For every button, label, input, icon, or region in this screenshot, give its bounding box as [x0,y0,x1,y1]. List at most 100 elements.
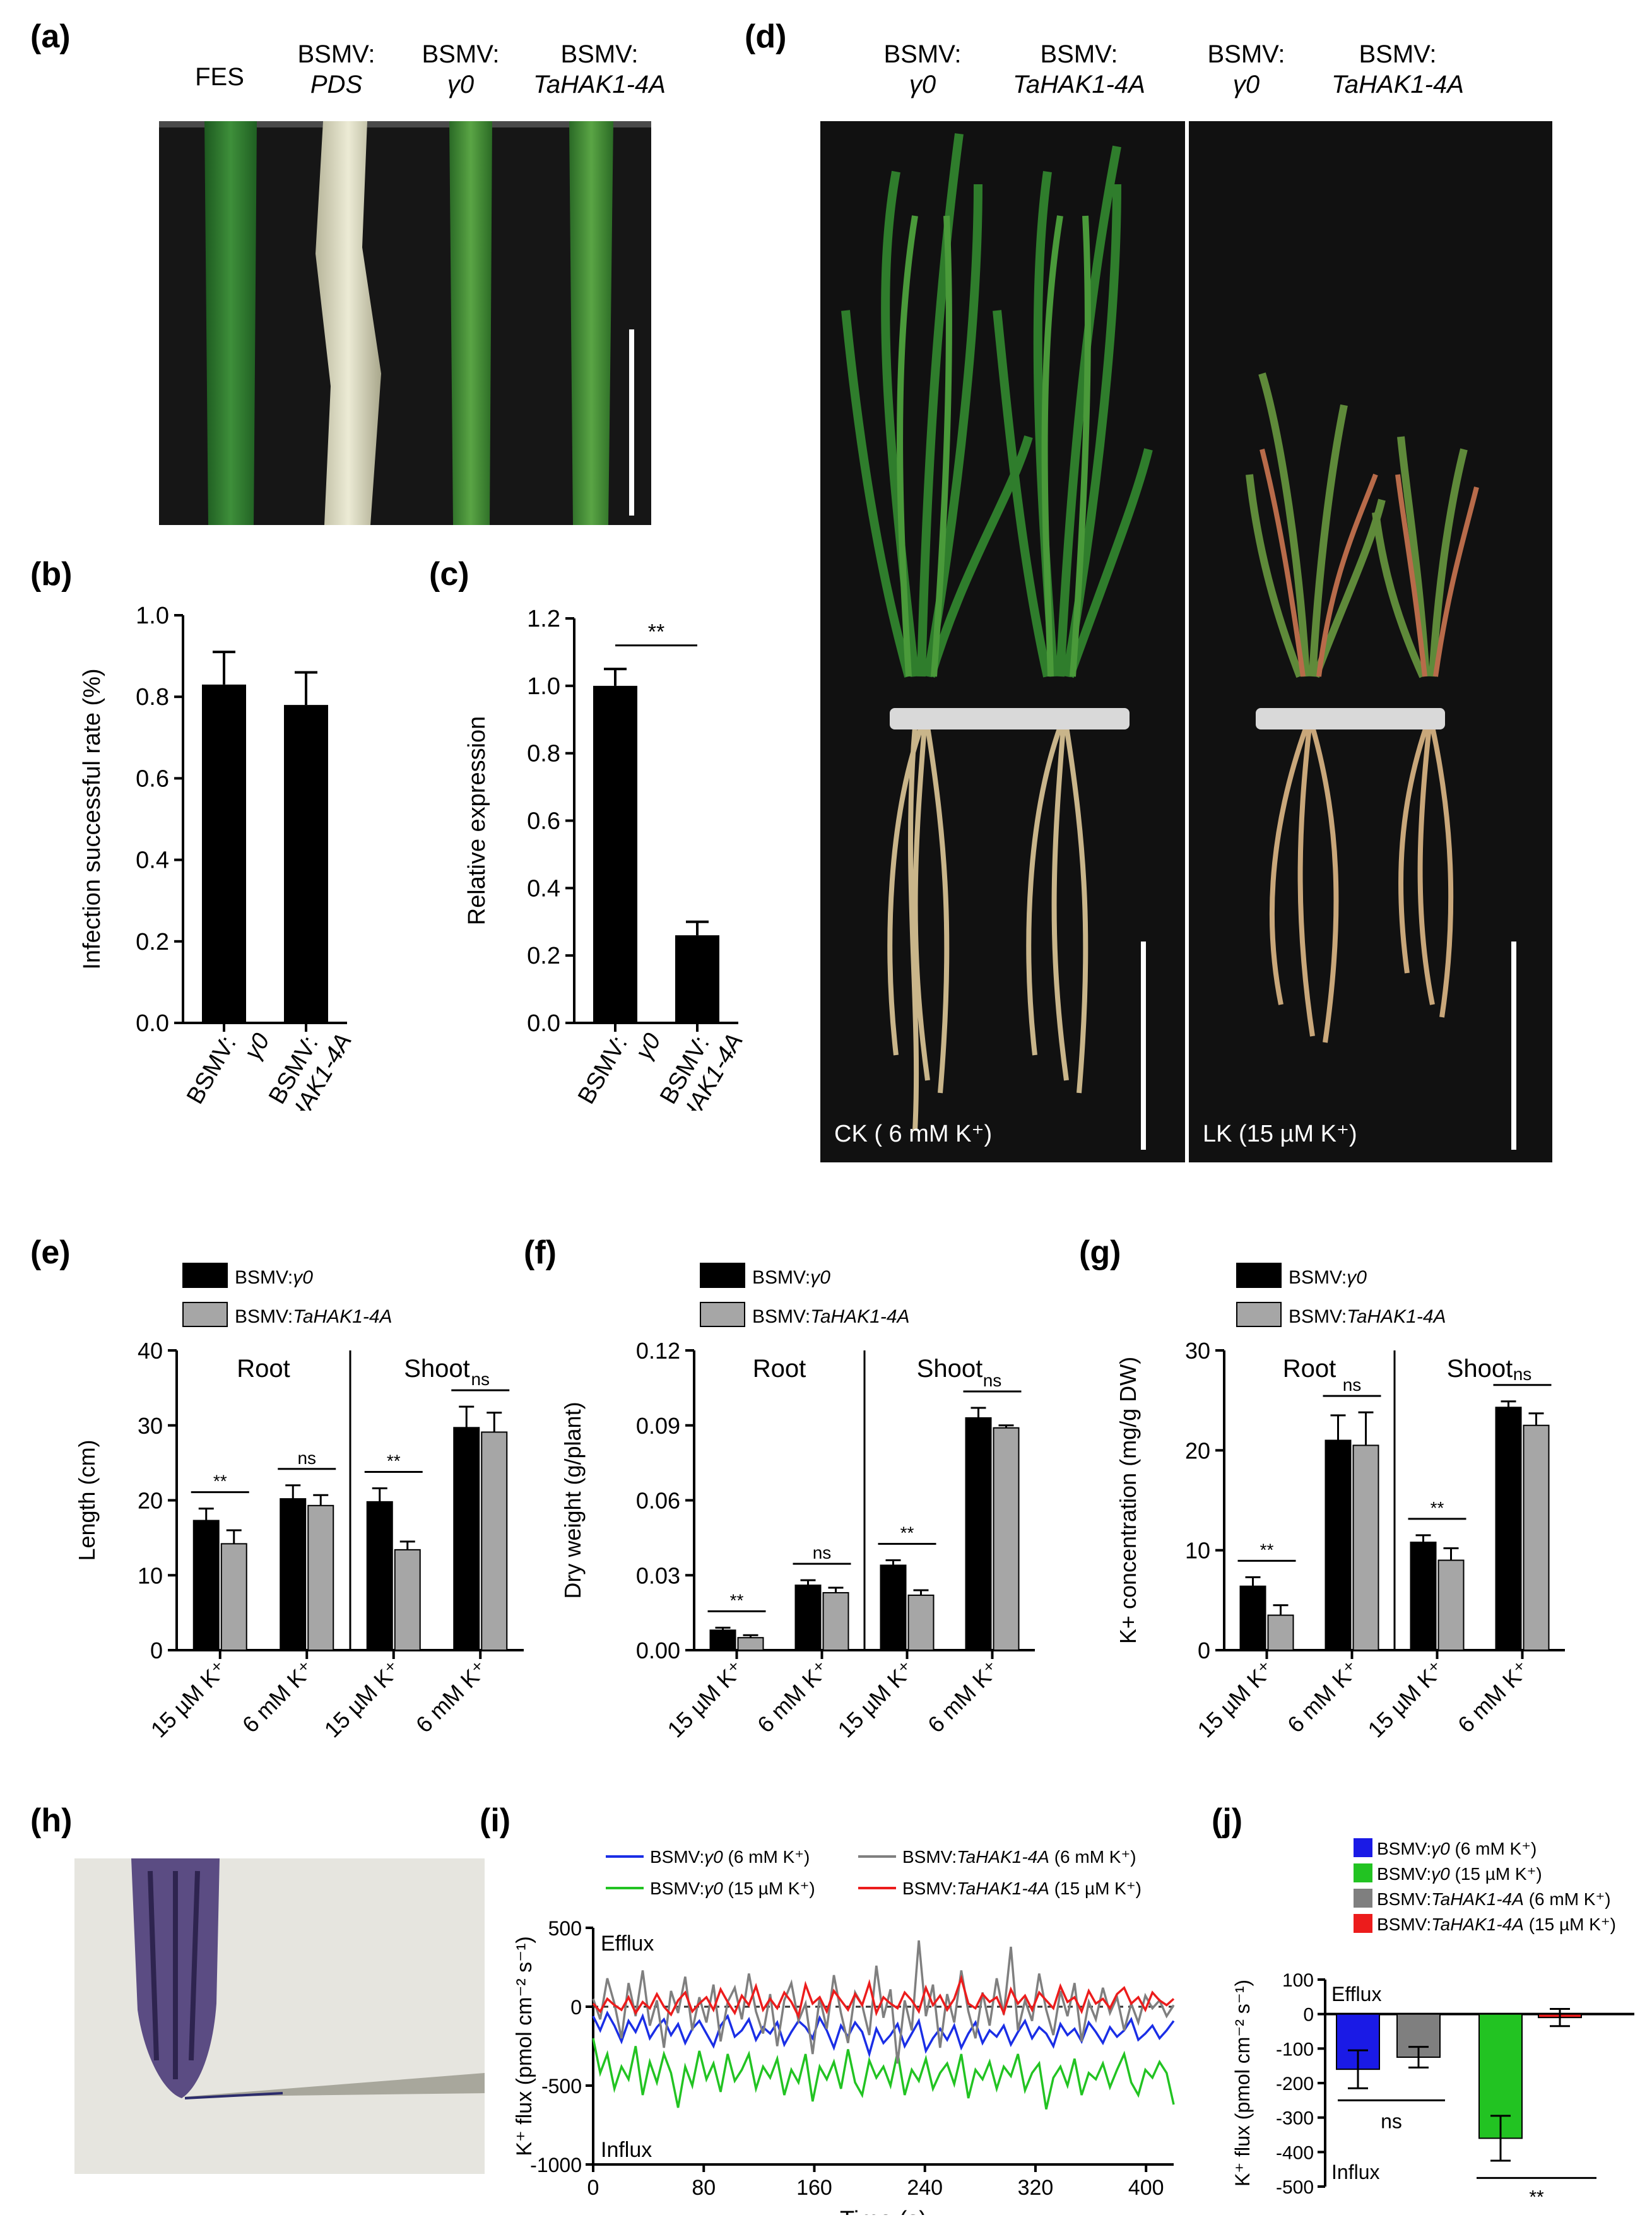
legend-swatch [1354,1863,1372,1882]
bar [453,1427,480,1651]
x-tick-label: 15 µM K⁺ [1192,1656,1279,1743]
y-tick-label: 0.00 [636,1638,680,1663]
y-tick-label: 0 [570,1996,582,2019]
panel-d-col3-header: BSMV: γ0 [1207,40,1285,98]
legend-label: BSMV:TaHAK1-4A (6 mM K⁺) [902,1847,1136,1867]
panel-j-label: (j) [1212,1802,1243,1839]
legend-swatch [1236,1302,1282,1327]
bar [1267,1614,1294,1651]
bar [593,685,637,1023]
panel-d-ck-caption: CK ( 6 mM K⁺) [834,1121,993,1147]
y-tick-label: 20 [138,1488,163,1514]
y-tick-label: 0.0 [527,1010,560,1037]
y-tick-label: 0.06 [636,1488,680,1514]
bar [366,1501,393,1651]
x-axis-label: Time (s) [840,2207,927,2215]
bar [1495,1407,1522,1651]
legend-label: BSMV:γ0 [1289,1267,1367,1288]
chart-b: 0.0 0.2 0.4 0.6 0.8 1.0 Infection successful r… [79,603,357,1111]
y-axis-label: Relative expression [464,716,490,926]
y-tick-label: 500 [548,1917,582,1940]
leaf-gamma0 [449,121,492,525]
bar [1239,1585,1266,1651]
section-label-root: Root [1283,1355,1336,1383]
bar [220,1543,247,1651]
panel-a-col3-header: BSMV: γ0 [422,40,500,98]
y-axis-label: Infection successful rate (%) [79,668,105,969]
legend-label: BSMV:γ0 (6 mM K⁺) [650,1847,810,1867]
bar [192,1520,220,1651]
significance-label: ** [730,1590,744,1610]
panel-d-col2-header: BSMV: TaHAK1-4A [1013,40,1145,98]
y-tick-label: 20 [1185,1438,1210,1463]
y-tick-label: 30 [138,1413,163,1439]
significance-label: ** [900,1523,914,1543]
y-tick-label: -300 [1276,2108,1314,2129]
x-tick-label: 15 µM K⁺ [662,1656,749,1743]
panel-c-label: (c) [429,556,469,593]
significance-label: ns [983,1371,1002,1390]
section-label-root: Root [237,1355,290,1383]
x-tick-label: 15 µM K⁺ [319,1656,406,1743]
bar [1523,1424,1550,1651]
section-label-shoot: Shoot [404,1355,470,1383]
bar [481,1431,508,1651]
y-tick-label: 0.2 [136,929,169,955]
efflux-annotation: Efflux [601,1932,654,1956]
y-tick-label: 0 [150,1638,163,1663]
plant-ck-gamma0 [841,133,1033,1131]
bar [822,1591,849,1651]
y-axis-label: K⁺ flux (pmol cm⁻² s⁻¹) [1231,1980,1254,2187]
x-tick-label: 80 [692,2176,716,2200]
significance-label: ** [1529,2187,1544,2207]
y-axis-label: Length (cm) [74,1439,100,1561]
series-line [592,1975,1175,2020]
chart-c: 0.0 0.2 0.4 0.6 0.8 1.0 1.2 Relative expression… [464,606,748,1111]
y-tick-label: 0.8 [527,741,560,767]
significance-label: ns [1343,1375,1362,1395]
significance-label: ns [297,1448,316,1468]
y-tick-label: 0.12 [636,1338,680,1364]
legend-swatch [700,1302,745,1327]
leaf-pds [316,121,381,525]
bar [307,1504,334,1651]
bar [794,1585,822,1651]
section-label-shoot: Shoot [917,1355,983,1383]
panel-d-plant-photo: CK ( 6 mM K⁺) LK (15 µM K⁺) [820,121,1552,1162]
x-tick-label: BSMV:TaHAK1-4A [639,1015,748,1111]
legend-swatch [1354,1838,1372,1857]
y-tick-label: 10 [1185,1538,1210,1564]
significance-label: ns [471,1369,490,1389]
legend-label: BSMV:TaHAK1-4A [1289,1306,1446,1327]
y-tick-label: 0.4 [527,875,560,902]
y-tick-label: 100 [1282,1970,1314,1991]
panel-d-lk-caption: LK (15 µM K⁺) [1203,1121,1357,1147]
bar [965,1417,992,1651]
bar [1325,1439,1352,1651]
y-tick-label: -500 [1276,2177,1314,2198]
legend-label: BSMV:γ0 (6 mM K⁺) [1377,1839,1537,1858]
bar [1437,1559,1465,1651]
legend-label: BSMV:TaHAK1-4A (15 µM K⁺) [902,1879,1142,1898]
y-tick-label: 1.0 [136,603,169,629]
panel-d-col4-header: BSMV: TaHAK1-4A [1331,40,1464,98]
influx-annotation: Influx [601,2138,652,2162]
series-line [592,2038,1175,2110]
y-tick-label: -500 [541,2075,582,2098]
legend-label: BSMV:γ0 [235,1267,313,1288]
bar [280,1498,307,1651]
y-axis-label: K+ concentration (mg/g DW) [1115,1357,1141,1644]
y-tick-label: -100 [1276,2039,1314,2060]
section-label-root: Root [753,1355,806,1383]
leaf-tahak1 [569,121,613,525]
bar [202,684,246,1023]
x-tick-label: BSMV:γ0 [573,1015,666,1111]
panel-e-label: (e) [30,1234,71,1271]
y-tick-label: 1.2 [527,606,560,632]
panel-a-col2-header: BSMV: PDS [297,40,375,98]
significance-label: ** [213,1472,227,1491]
significance-label: ** [387,1451,401,1471]
significance-label: ns [1513,1364,1532,1384]
panel-g-label: (g) [1079,1234,1121,1271]
x-tick-label: 15 µM K⁺ [1362,1656,1449,1743]
